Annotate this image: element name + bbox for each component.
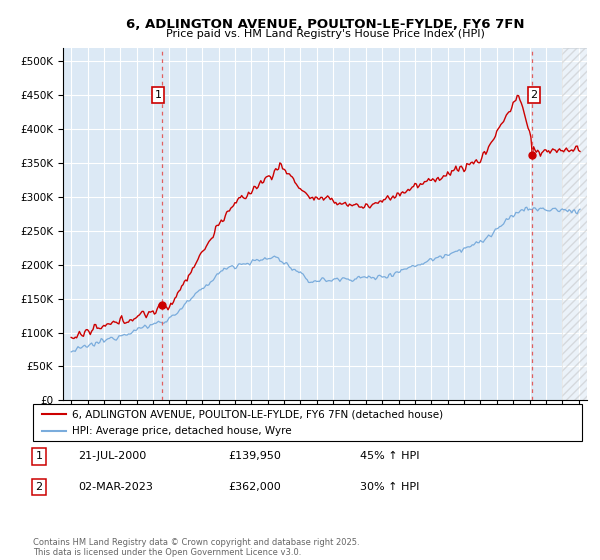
Text: 1: 1 <box>154 90 161 100</box>
Text: 2: 2 <box>35 482 43 492</box>
Text: Price paid vs. HM Land Registry's House Price Index (HPI): Price paid vs. HM Land Registry's House … <box>166 29 485 39</box>
Text: 45% ↑ HPI: 45% ↑ HPI <box>360 451 419 461</box>
Text: £362,000: £362,000 <box>228 482 281 492</box>
Text: £139,950: £139,950 <box>228 451 281 461</box>
Text: HPI: Average price, detached house, Wyre: HPI: Average price, detached house, Wyre <box>72 426 292 436</box>
Text: 6, ADLINGTON AVENUE, POULTON-LE-FYLDE, FY6 7FN: 6, ADLINGTON AVENUE, POULTON-LE-FYLDE, F… <box>126 18 524 31</box>
Text: 6, ADLINGTON AVENUE, POULTON-LE-FYLDE, FY6 7FN (detached house): 6, ADLINGTON AVENUE, POULTON-LE-FYLDE, F… <box>72 409 443 419</box>
Text: 2: 2 <box>530 90 538 100</box>
Text: 30% ↑ HPI: 30% ↑ HPI <box>360 482 419 492</box>
Bar <box>562 48 587 400</box>
Text: 21-JUL-2000: 21-JUL-2000 <box>78 451 146 461</box>
Text: 1: 1 <box>35 451 43 461</box>
Text: Contains HM Land Registry data © Crown copyright and database right 2025.
This d: Contains HM Land Registry data © Crown c… <box>33 538 359 557</box>
Text: 02-MAR-2023: 02-MAR-2023 <box>78 482 153 492</box>
